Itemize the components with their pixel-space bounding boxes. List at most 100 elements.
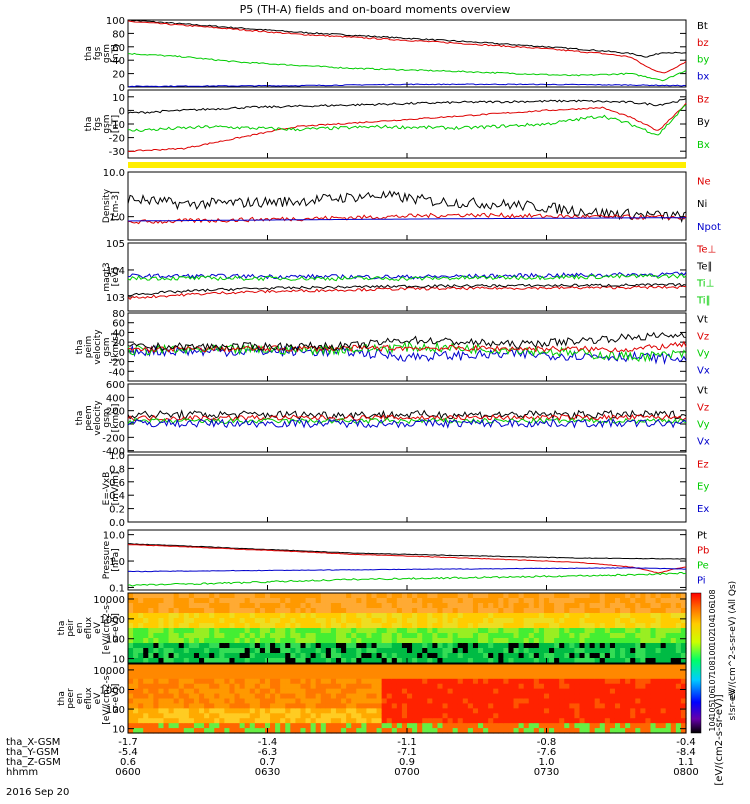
spectrogram-cell [320, 708, 327, 714]
spectrogram-cell [483, 668, 489, 675]
spectrogram-cell [579, 688, 586, 695]
spectrogram-cell [163, 608, 170, 614]
spectrogram-cell [178, 643, 185, 649]
spectrogram-cell [574, 703, 581, 709]
spectrogram-cell [549, 703, 555, 709]
spectrogram-cell [315, 723, 322, 729]
spectrogram-cell [457, 643, 464, 649]
spectrogram-cell [178, 703, 185, 709]
spectrogram-cell [483, 603, 489, 609]
spectrogram-cell [670, 638, 677, 644]
spectrogram-cell [209, 608, 215, 614]
spectrogram-cell [427, 713, 433, 719]
y-tick-label: 0.4 [109, 491, 125, 502]
spectrogram-cell [614, 643, 621, 649]
spectrogram-cell [503, 678, 510, 685]
spectrogram-cell [356, 653, 362, 659]
spectrogram-cell [549, 728, 555, 734]
spectrogram-cell [219, 668, 225, 675]
spectrogram-cell [341, 698, 347, 705]
spectrogram-cell [183, 718, 190, 724]
spectrogram-cell [620, 608, 626, 614]
spectrogram-cell [620, 593, 626, 599]
spectrogram-cell [158, 713, 165, 719]
spectrogram-cell [285, 628, 291, 634]
spectrogram-cell [376, 688, 383, 695]
spectrogram-cell [675, 708, 682, 714]
spectrogram-cell [407, 608, 413, 614]
spectrogram-cell [655, 718, 662, 724]
spectrogram-cell [310, 598, 317, 604]
spectrogram-cell [462, 708, 469, 714]
spectrogram-cell [488, 688, 494, 695]
spectrogram-cell [645, 598, 652, 604]
y-axis-label: tha [75, 340, 85, 355]
spectrogram-cell [508, 623, 515, 629]
spectrogram-cell [645, 673, 652, 680]
spectrogram-cell [234, 708, 241, 714]
spectrogram-cell [680, 683, 687, 690]
spectrogram-cell [564, 683, 570, 690]
spectrogram-cell [128, 713, 134, 719]
spectrogram-cell [168, 633, 175, 639]
spectrogram-cell [554, 618, 560, 624]
spectrogram-cell [310, 668, 317, 675]
spectrogram-cell [645, 668, 652, 675]
y-axis-label: Density [102, 188, 112, 223]
spectrogram-cell [665, 658, 672, 664]
spectrogram-cell [447, 723, 454, 729]
spectrogram-cell [214, 668, 220, 675]
spectrogram-cell [300, 718, 307, 724]
spectrogram-cell [523, 603, 530, 609]
legend-label: Npot [697, 222, 721, 233]
spectrogram-cell [275, 613, 281, 619]
spectrogram-cell [589, 653, 596, 659]
spectrogram-cell [275, 718, 281, 724]
spectrogram-cell [589, 658, 596, 664]
spectrogram-cell [594, 633, 601, 639]
spectrogram-cell [538, 673, 545, 680]
spectrogram-cell [234, 638, 241, 644]
spectrogram-cell [224, 668, 231, 675]
spectrogram-cell [554, 653, 560, 659]
spectrogram-cell [620, 628, 626, 634]
spectrogram-cell [204, 664, 210, 670]
spectrogram-cell [335, 623, 342, 629]
spectrogram-cell [386, 698, 393, 705]
spectrogram-cell [462, 618, 469, 624]
spectrogram-cell [437, 668, 444, 675]
spectrogram-cell [346, 613, 352, 619]
spectrogram-cell [285, 664, 291, 670]
spectrogram-cell [366, 678, 373, 685]
spectrogram-cell [178, 653, 185, 659]
spectrogram-cell [361, 683, 368, 690]
spectrogram-cell [366, 693, 373, 700]
spectrogram-cell [589, 633, 596, 639]
spectrogram-cell [574, 648, 581, 654]
spectrogram-cell [472, 723, 479, 729]
spectrogram-cell [655, 608, 662, 614]
spectrogram-cell [599, 668, 606, 675]
spectrogram-cell [391, 643, 398, 649]
spectrogram-cell [462, 718, 469, 724]
spectrogram-cell [320, 703, 327, 709]
spectrogram-cell [214, 683, 220, 690]
spectrogram-cell [254, 708, 261, 714]
spectrogram-cell [330, 608, 337, 614]
spectrogram-cell [523, 628, 530, 634]
spectrogram-cell [554, 718, 560, 724]
spectrogram-cell [680, 703, 687, 709]
spectrogram-cell [168, 648, 175, 654]
spectrogram-cell [447, 708, 454, 714]
spectrogram-cell [620, 658, 626, 664]
spectrogram-cell [462, 598, 469, 604]
spectrogram-cell [518, 608, 525, 614]
spectrogram-cell [346, 703, 352, 709]
spectrogram-cell [478, 713, 484, 719]
spectrogram-cell [609, 728, 616, 734]
spectrogram-cell [640, 698, 647, 705]
spectrogram-cell [412, 633, 418, 639]
y-tick-label: 0 [119, 420, 125, 431]
spectrogram-cell [675, 678, 682, 685]
